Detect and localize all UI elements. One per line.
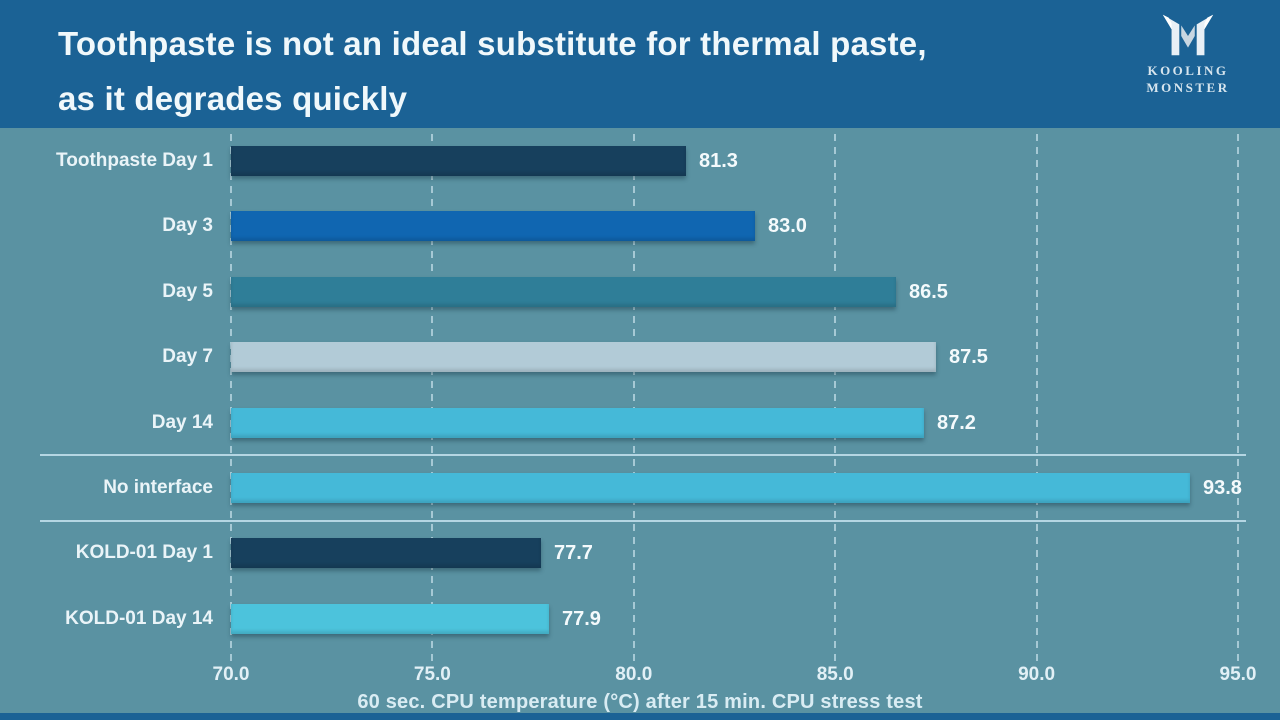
section-divider-line [40,520,1246,522]
bar [231,146,686,176]
category-label: No interface [103,477,213,498]
bar [231,473,1190,503]
bar-chart: Toothpaste Day 1 81.3 Day 3 83.0 Day 5 86.5 Da… [0,128,1280,720]
category-label: Toothpaste Day 1 [56,150,213,171]
category-label: KOLD-01 Day 14 [65,608,213,629]
value-label: 81.3 [699,150,738,172]
x-tick-label: 80.0 [615,664,653,685]
gridline [230,134,232,662]
value-label: 86.5 [909,281,948,303]
value-label: 77.7 [554,542,593,564]
x-axis-label: 60 sec. CPU temperature (°C) after 15 mi… [357,691,923,713]
value-label: 87.5 [949,346,988,368]
bar [231,277,896,307]
x-tick-label: 75.0 [413,664,451,685]
logo-text-line2: MONSTER [1146,80,1230,95]
value-label: 77.9 [562,608,601,630]
bar [231,408,924,438]
page-title: Toothpaste is not an ideal substitute fo… [58,16,927,126]
monster-m-icon [1162,14,1214,56]
x-tick-label: 70.0 [212,664,250,685]
category-label: Day 3 [162,215,213,236]
bar [231,604,549,634]
bottom-accent-bar [0,713,1280,720]
x-tick-label: 95.0 [1219,664,1257,685]
value-label: 87.2 [937,412,976,434]
section-divider-line [40,454,1246,456]
value-label: 83.0 [768,215,807,237]
x-tick-label: 85.0 [816,664,854,685]
kooling-monster-logo: KOOLING MONSTER [1118,12,1258,96]
category-label: Day 5 [162,281,213,302]
x-tick-label: 90.0 [1018,664,1056,685]
title-line-2: as it degrades quickly [58,80,408,117]
bar [231,538,541,568]
category-label: Day 7 [162,346,213,367]
gridline [1035,134,1038,662]
gridline [632,134,635,662]
gridline [1237,134,1239,662]
logo-text-line1: KOOLING [1147,63,1229,78]
category-label: KOLD-01 Day 1 [75,542,213,563]
bar [231,211,755,241]
title-line-1: Toothpaste is not an ideal substitute fo… [58,25,927,62]
value-label: 93.8 [1203,477,1242,499]
header-banner: Toothpaste is not an ideal substitute fo… [0,0,1280,128]
bar [231,342,936,372]
gridline [834,134,837,662]
gridline [431,134,434,662]
category-label: Day 14 [151,412,213,433]
